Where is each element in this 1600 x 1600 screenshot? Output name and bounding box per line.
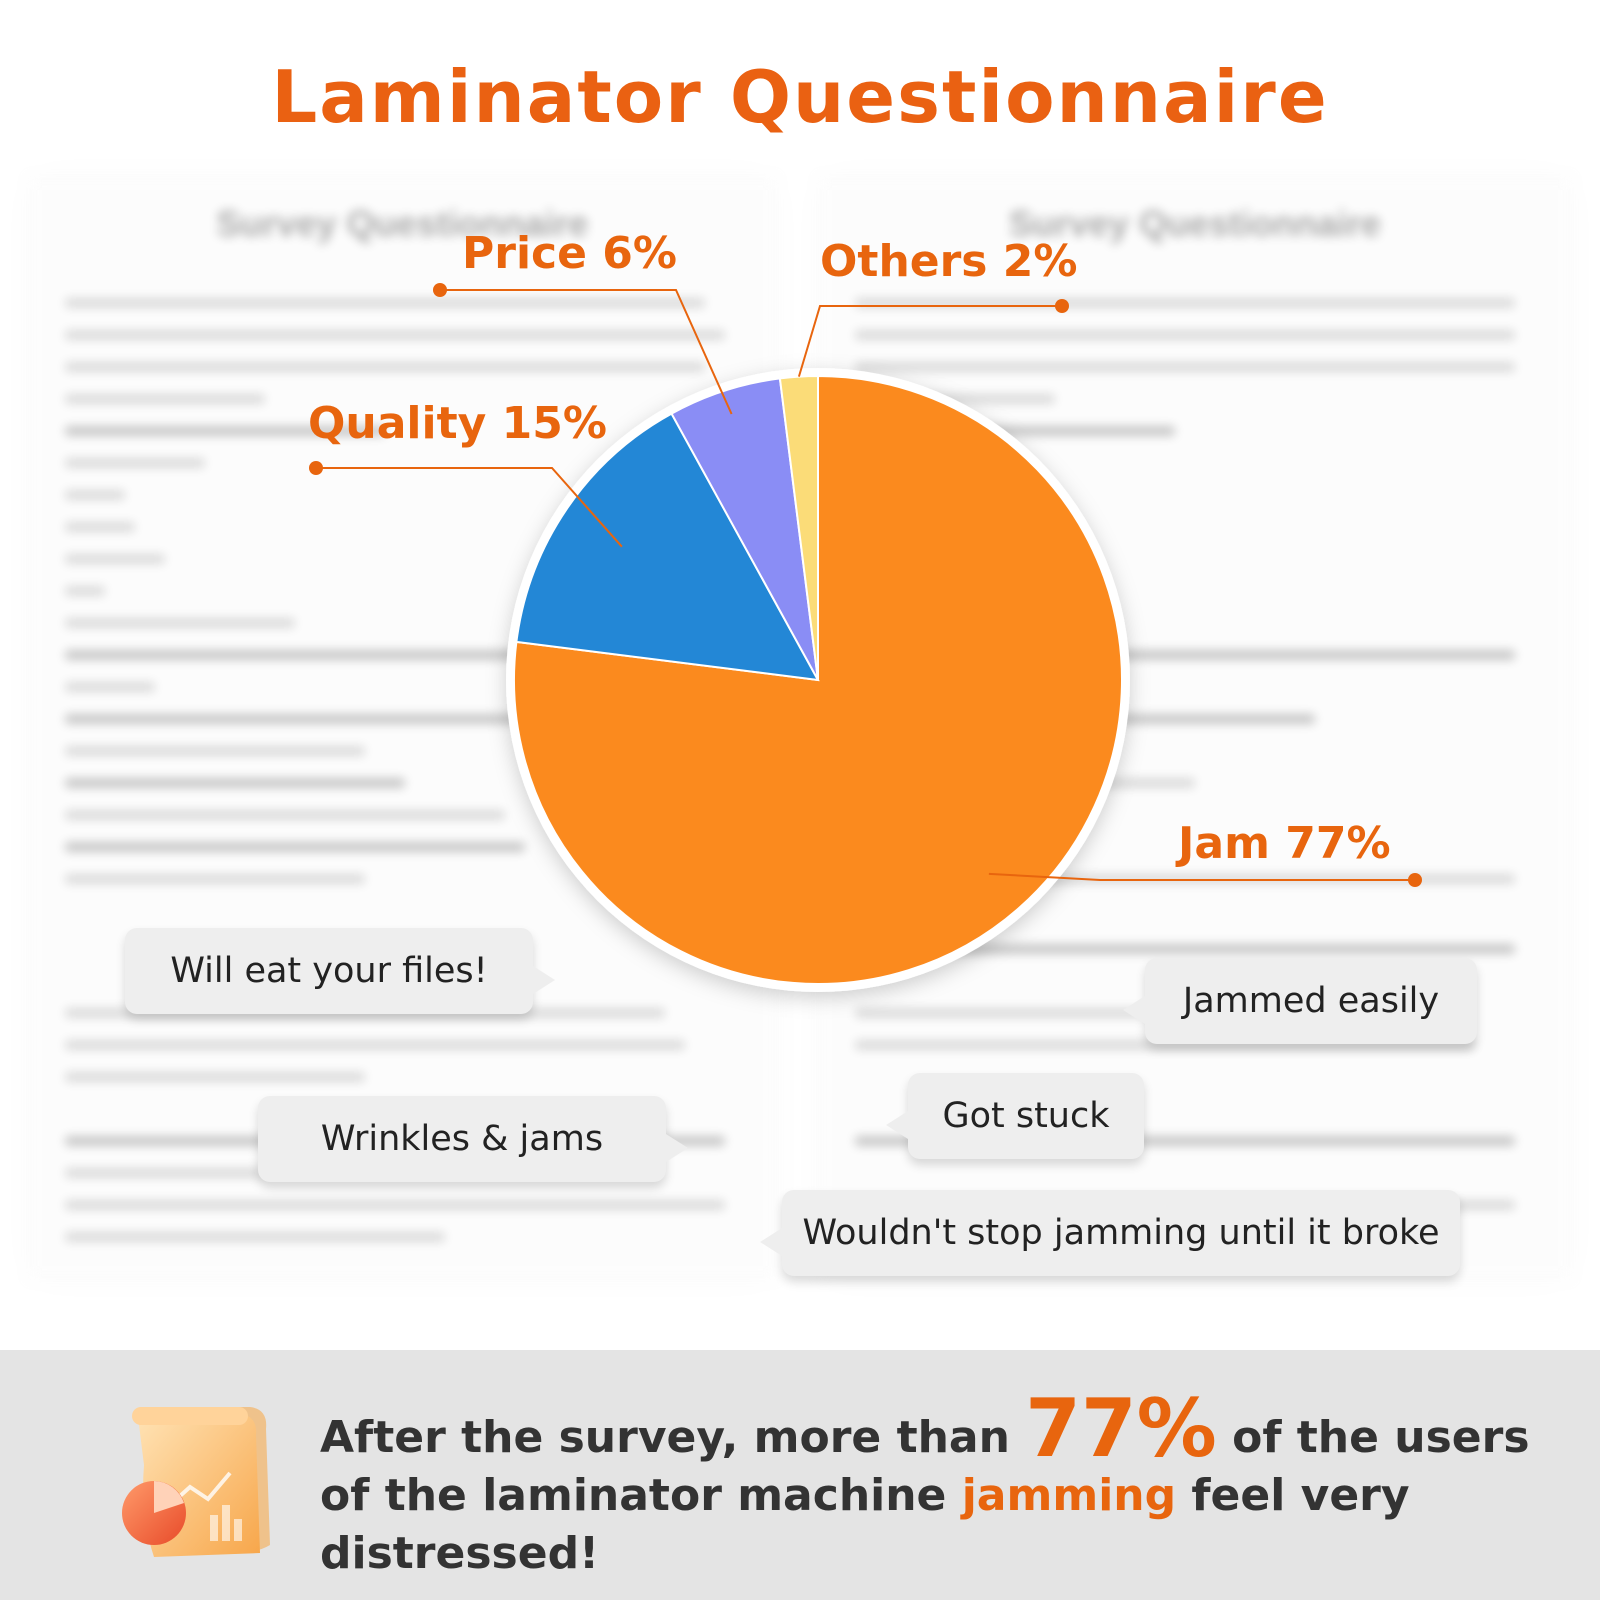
- comment-bubble: Will eat your files!: [125, 928, 555, 1014]
- pie-slice-quality: [515, 412, 820, 682]
- summary-highlight-word: jamming: [961, 1470, 1177, 1521]
- leader-line-price: [440, 289, 733, 415]
- slice-label-others: Others 2%: [820, 236, 1078, 287]
- comment-bubble: Wrinkles & jams: [258, 1096, 688, 1182]
- document-heading: Survey Questionnaire: [216, 203, 589, 244]
- summary-part2: of the users of the laminator machine: [320, 1412, 1530, 1521]
- leader-dot-quality: [309, 461, 323, 475]
- document-heading: Survey Questionnaire: [1008, 203, 1382, 244]
- leader-dot-jam: [1408, 873, 1422, 887]
- page-title: Laminator Questionnaire: [271, 55, 1329, 139]
- leader-dot-price: [433, 283, 447, 297]
- pie-chart: [309, 283, 1422, 992]
- slice-label-jam: Jam 77%: [1178, 818, 1391, 869]
- leader-line-quality: [316, 467, 623, 548]
- comment-bubble: Jammed easily: [1123, 958, 1477, 1044]
- comment-bubble: Wouldn't stop jamming until it broke: [760, 1190, 1460, 1276]
- document-chart-icon: [122, 1407, 270, 1557]
- leader-line-jam: [988, 872, 1415, 881]
- comment-bubble: Got stuck: [886, 1073, 1144, 1159]
- slice-label-price: Price 6%: [462, 228, 677, 279]
- slice-label-quality: Quality 15%: [308, 398, 607, 449]
- leader-dot-others: [1055, 299, 1069, 313]
- summary-part3: feel very distressed!: [320, 1470, 1410, 1579]
- summary-text: After the survey, more than 77% of the u…: [320, 1389, 1580, 1583]
- leader-line-others: [797, 305, 1062, 377]
- summary-part1: After the survey, more than: [320, 1412, 1026, 1463]
- summary-highlight-number: 77%: [1025, 1382, 1217, 1475]
